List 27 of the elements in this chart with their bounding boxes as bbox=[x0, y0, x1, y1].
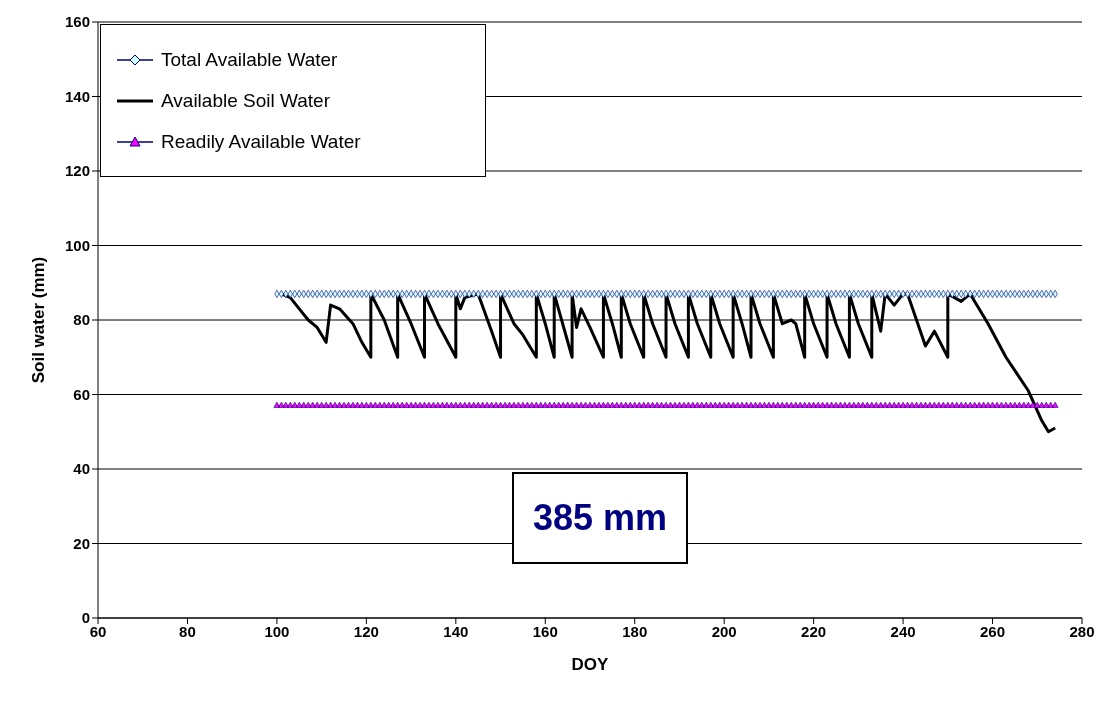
x-tick-label: 240 bbox=[890, 622, 916, 640]
y-tick-label: 100 bbox=[64, 236, 90, 254]
x-tick-label: 200 bbox=[711, 622, 737, 640]
x-tick-label: 80 bbox=[179, 622, 196, 640]
y-tick-label: 140 bbox=[64, 87, 90, 105]
x-tick-label: 120 bbox=[353, 622, 379, 640]
x-tick-label: 100 bbox=[264, 622, 290, 640]
y-axis-title: Soil water (mm) bbox=[29, 256, 49, 384]
x-tick-label: 60 bbox=[89, 622, 107, 640]
y-tick-label: 120 bbox=[64, 162, 90, 180]
x-tick-label: 220 bbox=[801, 622, 827, 640]
x-tick-label: 280 bbox=[1069, 622, 1095, 640]
x-tick-label: 160 bbox=[532, 622, 558, 640]
legend-label: Total Available Water bbox=[161, 48, 338, 71]
x-axis-title: DOY bbox=[571, 655, 610, 674]
y-tick-label: 0 bbox=[81, 609, 90, 627]
legend-label: Available Soil Water bbox=[161, 89, 330, 112]
x-tick-label: 260 bbox=[980, 622, 1006, 640]
y-tick-label: 20 bbox=[73, 534, 90, 552]
annotation: 385 mm bbox=[512, 472, 688, 564]
y-tick-label: 60 bbox=[73, 385, 90, 403]
y-tick-label: 40 bbox=[73, 460, 90, 478]
y-tick-label: 80 bbox=[73, 311, 90, 329]
x-tick-label: 180 bbox=[622, 622, 648, 640]
y-tick-label: 160 bbox=[64, 13, 90, 31]
legend-label: Readily Available Water bbox=[161, 130, 361, 153]
x-tick-label: 140 bbox=[443, 622, 469, 640]
